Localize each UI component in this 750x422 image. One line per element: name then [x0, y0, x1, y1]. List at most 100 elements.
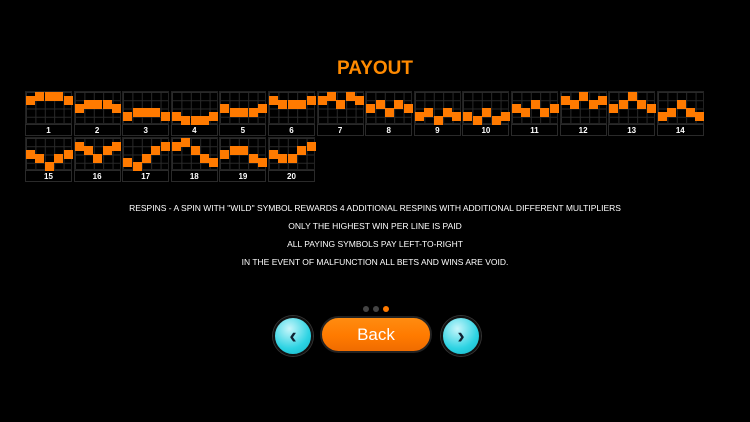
payline-marker	[26, 96, 35, 105]
payline-label: 14	[656, 124, 704, 136]
payline-label: 3	[122, 124, 170, 136]
payline-marker	[317, 96, 327, 105]
payline-marker	[141, 108, 151, 117]
payline-marker	[35, 154, 45, 163]
payline-marker	[54, 154, 64, 163]
page-title: PAYOUT	[336, 58, 414, 79]
payline-marker	[229, 146, 239, 155]
payline-marker	[151, 146, 161, 155]
payline-marker	[269, 150, 278, 159]
payline-marker	[171, 112, 181, 121]
payline-marker	[74, 104, 84, 113]
payline-label: 6	[268, 124, 315, 136]
payline-marker	[627, 92, 637, 101]
rule-malfunction: IN THE EVENT OF MALFUNCTION ALL BETS AND…	[241, 257, 509, 267]
payline-11: 11	[511, 91, 559, 136]
payline-marker	[209, 158, 219, 167]
payline-grid	[608, 91, 656, 124]
payline-2: 2	[73, 91, 122, 136]
payline-marker	[512, 104, 521, 113]
payline-marker	[549, 104, 559, 113]
page-dot-3-active[interactable]	[383, 306, 389, 312]
payline-marker	[93, 100, 103, 109]
payline-grid	[25, 91, 73, 124]
payline-grid	[656, 91, 705, 124]
payline-3: 3	[122, 91, 170, 136]
payline-marker	[463, 112, 473, 121]
payline-marker	[326, 92, 336, 101]
payline-marker	[472, 116, 482, 125]
payline-label: 17	[122, 170, 170, 182]
payline-marker	[287, 154, 297, 163]
payline-marker	[433, 116, 443, 125]
payline-marker	[384, 108, 394, 117]
payline-grid	[170, 137, 219, 170]
payline-marker	[297, 100, 307, 109]
payline-grid	[122, 91, 170, 124]
payline-marker	[336, 100, 346, 109]
payline-marker	[132, 162, 142, 171]
back-button[interactable]: Back	[320, 316, 432, 353]
payline-grid	[219, 91, 267, 124]
payline-marker	[248, 108, 258, 117]
next-page-button[interactable]: ›	[441, 316, 481, 356]
payline-label: 2	[73, 124, 121, 136]
payline-label: 9	[413, 124, 461, 136]
payline-grid	[219, 137, 267, 170]
payline-20: 20	[268, 137, 316, 182]
payline-marker	[102, 146, 112, 155]
payline-marker	[521, 108, 531, 117]
payline-marker	[54, 92, 64, 101]
payline-6: 6	[268, 91, 316, 136]
payline-label: 7	[316, 124, 364, 136]
payline-marker	[676, 100, 686, 109]
payline-label: 20	[268, 170, 315, 182]
payline-grid	[73, 137, 122, 170]
payline-marker	[618, 100, 628, 109]
payline-5: 5	[219, 91, 267, 136]
payline-grid	[73, 91, 122, 124]
payline-marker	[491, 116, 501, 125]
payline-label: 18	[170, 170, 218, 182]
payline-label: 13	[608, 124, 656, 136]
payline-grid	[122, 137, 170, 171]
payline-label: 11	[511, 124, 558, 136]
payline-marker	[199, 154, 209, 163]
payline-marker	[190, 146, 200, 155]
payline-grid	[413, 91, 462, 125]
payline-label: 8	[365, 124, 413, 136]
payline-marker	[695, 112, 705, 121]
payline-label: 5	[219, 124, 267, 136]
payline-marker	[102, 100, 112, 109]
payline-label: 15	[25, 170, 72, 182]
payline-marker	[181, 138, 191, 147]
page-dot-2[interactable]	[373, 306, 379, 312]
payline-marker	[112, 142, 122, 151]
rule-left-to-right: ALL PAYING SYMBOLS PAY LEFT-TO-RIGHT	[287, 239, 463, 249]
payline-marker	[366, 104, 376, 113]
payline-7: 7	[316, 91, 365, 136]
payline-label: 16	[73, 170, 121, 182]
payline-16: 16	[73, 137, 122, 182]
payline-marker	[685, 108, 695, 117]
payline-marker	[74, 142, 84, 151]
payline-marker	[278, 154, 288, 163]
payline-marker	[646, 104, 656, 113]
payline-grid	[316, 91, 365, 124]
payline-grid	[268, 91, 316, 124]
payline-marker	[530, 100, 540, 109]
payline-marker	[181, 116, 191, 125]
page-dot-1[interactable]	[363, 306, 369, 312]
payline-marker	[132, 108, 142, 117]
payline-marker	[667, 108, 677, 117]
prev-page-button[interactable]: ‹	[273, 316, 313, 356]
rule-highest-win: ONLY THE HIGHEST WIN PER LINE IS PAID	[288, 221, 462, 231]
payline-14: 14	[656, 91, 705, 136]
payline-label: 4	[170, 124, 218, 136]
payline-marker	[160, 112, 170, 121]
payline-marker	[637, 100, 647, 109]
payline-marker	[26, 150, 35, 159]
payline-marker	[229, 108, 239, 117]
payline-marker	[257, 104, 267, 113]
